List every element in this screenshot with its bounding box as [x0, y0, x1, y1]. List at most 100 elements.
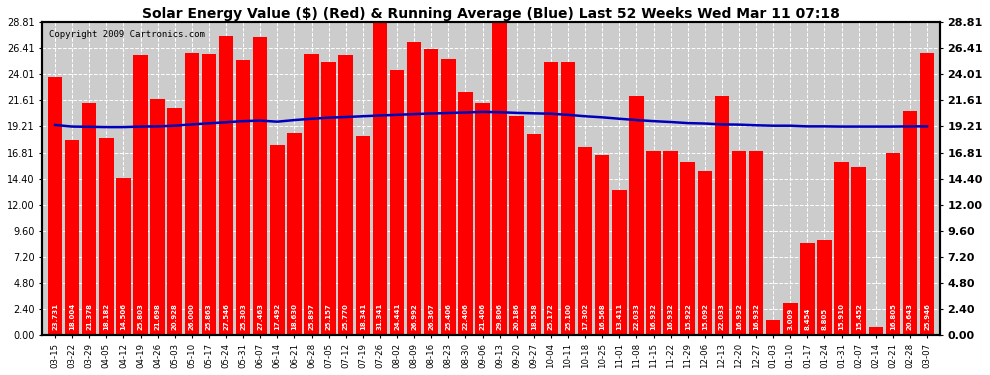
Text: 25.100: 25.100: [565, 303, 571, 330]
Bar: [442, 59, 455, 335]
Bar: [150, 99, 165, 335]
Bar: [458, 92, 472, 335]
Bar: [886, 153, 900, 335]
Text: 22.033: 22.033: [719, 303, 725, 330]
Bar: [920, 53, 935, 335]
Bar: [698, 171, 712, 335]
Text: 29.806: 29.806: [497, 303, 503, 330]
Text: 26.992: 26.992: [411, 303, 417, 330]
Text: Copyright 2009 Cartronics.com: Copyright 2009 Cartronics.com: [50, 30, 205, 39]
Bar: [219, 36, 234, 335]
Text: 15.910: 15.910: [839, 303, 844, 330]
Bar: [134, 55, 148, 335]
Text: 16.568: 16.568: [599, 303, 605, 330]
Text: 25.863: 25.863: [206, 303, 212, 330]
Bar: [99, 138, 114, 335]
Bar: [304, 54, 319, 335]
Text: 17.492: 17.492: [274, 303, 280, 330]
Text: 25.406: 25.406: [446, 303, 451, 330]
Text: 16.932: 16.932: [736, 303, 742, 330]
Text: 3.009: 3.009: [787, 308, 793, 330]
Text: 16.932: 16.932: [753, 303, 759, 330]
Bar: [835, 162, 848, 335]
Text: 14.506: 14.506: [121, 303, 127, 330]
Text: 23.731: 23.731: [52, 303, 58, 330]
Text: 18.630: 18.630: [291, 303, 297, 330]
Text: 25.897: 25.897: [309, 303, 315, 330]
Text: 8.805: 8.805: [822, 308, 828, 330]
Text: 15.922: 15.922: [685, 303, 691, 330]
Text: 18.004: 18.004: [69, 303, 75, 330]
Bar: [663, 151, 678, 335]
Text: 16.805: 16.805: [890, 303, 896, 330]
Bar: [253, 37, 267, 335]
Text: 16.932: 16.932: [650, 303, 656, 330]
Bar: [612, 189, 627, 335]
Text: 25.803: 25.803: [138, 303, 144, 330]
Bar: [800, 243, 815, 335]
Text: 21.378: 21.378: [86, 303, 92, 330]
Text: 22.406: 22.406: [462, 303, 468, 330]
Text: 8.454: 8.454: [805, 308, 811, 330]
Bar: [510, 116, 524, 335]
Text: 21.698: 21.698: [154, 303, 160, 330]
Bar: [903, 111, 918, 335]
Bar: [424, 49, 439, 335]
Bar: [646, 151, 660, 335]
Bar: [578, 147, 592, 335]
Bar: [475, 103, 490, 335]
Bar: [732, 151, 746, 335]
Bar: [184, 53, 199, 335]
Bar: [372, 0, 387, 335]
Text: 26.000: 26.000: [189, 303, 195, 330]
Bar: [270, 145, 284, 335]
Bar: [236, 60, 250, 335]
Bar: [65, 140, 79, 335]
Text: 13.411: 13.411: [617, 303, 623, 330]
Text: 25.303: 25.303: [241, 303, 247, 330]
Text: 18.558: 18.558: [531, 303, 537, 330]
Bar: [817, 240, 832, 335]
Text: 25.946: 25.946: [924, 303, 930, 330]
Bar: [492, 11, 507, 335]
Bar: [339, 55, 353, 335]
Bar: [748, 151, 763, 335]
Title: Solar Energy Value ($) (Red) & Running Average (Blue) Last 52 Weeks Wed Mar 11 0: Solar Energy Value ($) (Red) & Running A…: [143, 7, 840, 21]
Bar: [868, 327, 883, 335]
Text: 24.441: 24.441: [394, 303, 400, 330]
Bar: [407, 42, 422, 335]
Text: 17.302: 17.302: [582, 303, 588, 330]
Bar: [48, 77, 62, 335]
Bar: [322, 62, 336, 335]
Text: 21.406: 21.406: [479, 303, 485, 330]
Text: 27.463: 27.463: [257, 303, 263, 330]
Bar: [715, 96, 730, 335]
Text: 15.452: 15.452: [855, 303, 861, 330]
Text: 20.186: 20.186: [514, 303, 520, 330]
Text: 15.092: 15.092: [702, 303, 708, 330]
Bar: [595, 155, 610, 335]
Text: 25.157: 25.157: [326, 303, 332, 330]
Bar: [680, 162, 695, 335]
Bar: [766, 320, 780, 335]
Text: 27.546: 27.546: [223, 303, 229, 330]
Bar: [167, 108, 182, 335]
Text: 18.182: 18.182: [103, 303, 109, 330]
Bar: [560, 63, 575, 335]
Bar: [390, 70, 404, 335]
Text: 20.928: 20.928: [171, 303, 178, 330]
Bar: [851, 167, 866, 335]
Bar: [116, 178, 131, 335]
Bar: [287, 133, 302, 335]
Text: 25.770: 25.770: [343, 303, 348, 330]
Text: 16.932: 16.932: [667, 303, 673, 330]
Bar: [783, 303, 798, 335]
Text: 26.367: 26.367: [429, 303, 435, 330]
Text: 25.172: 25.172: [547, 303, 554, 330]
Bar: [82, 103, 96, 335]
Bar: [355, 136, 370, 335]
Text: 31.341: 31.341: [377, 303, 383, 330]
Bar: [202, 54, 216, 335]
Text: 18.341: 18.341: [359, 303, 366, 330]
Bar: [629, 96, 644, 335]
